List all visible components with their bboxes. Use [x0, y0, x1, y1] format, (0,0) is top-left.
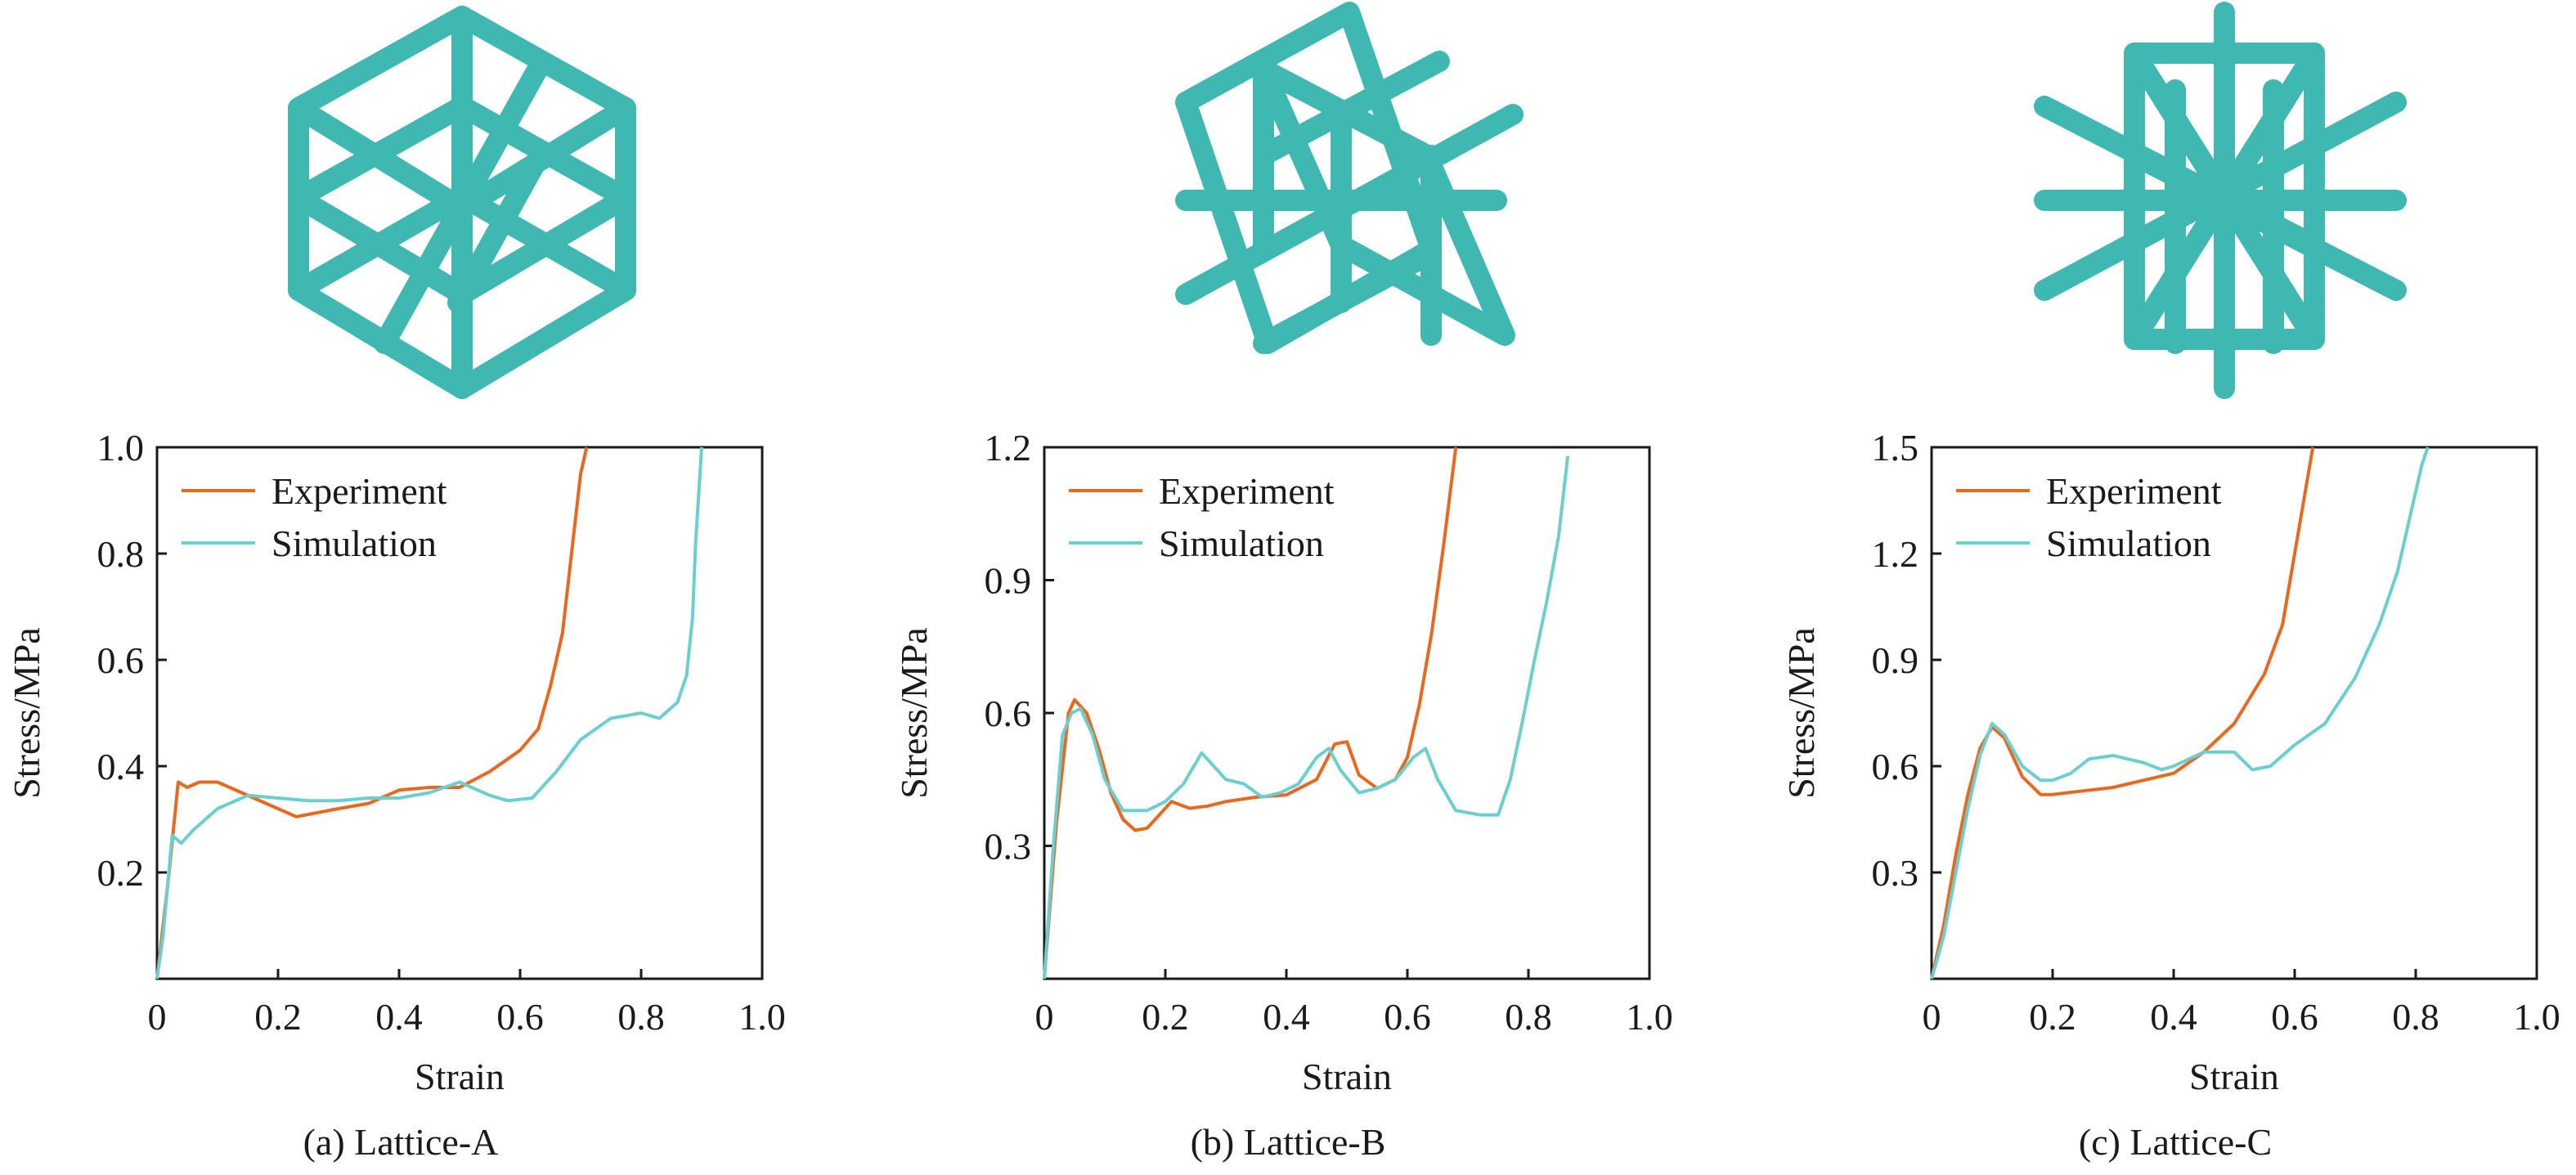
series-line-simulation — [1930, 446, 2430, 980]
x-tick-label: 0.4 — [1263, 996, 1310, 1038]
x-tick-label: 0 — [1923, 996, 1941, 1038]
chart-plot-frame — [1930, 446, 2538, 980]
x-tick-label: 0.6 — [2271, 996, 2318, 1038]
series-lines — [1043, 446, 1570, 980]
x-tick-label: 1.0 — [1626, 996, 1673, 1038]
y-axis-label: Stress/MPa — [893, 627, 935, 799]
y-tick-label: 0.2 — [97, 852, 145, 894]
y-tick-label: 0.3 — [1872, 852, 1919, 894]
x-axis-label: Strain — [2189, 1056, 2279, 1097]
x-tick-label: 0.8 — [1505, 996, 1552, 1038]
lattice-b-illustration — [1175, 2, 1524, 354]
y-axis-label: Stress/MPa — [6, 627, 47, 799]
y-axis-ticks: 0.3 0.6 0.9 1.2 1.5 — [1872, 427, 1941, 894]
x-tick-label: 0 — [148, 996, 167, 1038]
series-line-simulation — [1043, 455, 1570, 980]
x-axis-ticks: 0 0.2 0.4 0.6 0.8 1.0 — [148, 969, 786, 1038]
series-line-simulation — [155, 446, 703, 980]
y-axis-ticks: 0.3 0.6 0.9 1.2 — [985, 427, 1054, 868]
x-tick-label: 0.4 — [2150, 996, 2197, 1038]
legend-label-experiment: Experiment — [1159, 470, 1335, 512]
y-tick-label: 1.0 — [97, 427, 145, 469]
y-tick-label: 0.8 — [97, 533, 145, 575]
x-tick-label: 0.2 — [1142, 996, 1189, 1038]
lattice-c-bar-6 — [2124, 43, 2325, 350]
lattice-c-bar-4 — [2124, 145, 2407, 301]
y-tick-label: 0.3 — [985, 826, 1032, 868]
chart-panel-c: 0 0.2 0.4 0.6 0.8 1.0 0.3 0.6 0.9 1.2 1.5 Experim… — [1780, 427, 2560, 1163]
x-axis-label: Strain — [1302, 1056, 1392, 1097]
y-tick-label: 1.2 — [985, 427, 1032, 469]
x-axis-ticks: 0 0.2 0.4 0.6 0.8 1.0 — [1923, 969, 2560, 1038]
x-tick-label: 0.6 — [496, 996, 544, 1038]
y-axis-label: Stress/MPa — [1780, 627, 1822, 799]
lattice-a-illustration — [288, 6, 636, 399]
panel-caption: (b) Lattice-B — [1191, 1121, 1386, 1163]
chart-panel-a: 0 0.2 0.4 0.6 0.8 1.0 0.2 0.4 0.6 0.8 1.0 Experim… — [6, 427, 786, 1163]
lattice-a-diagonal-2 — [447, 145, 550, 313]
x-axis-label: Strain — [415, 1056, 505, 1097]
lattice-a-struts — [288, 6, 636, 399]
panel-caption: (a) Lattice-A — [303, 1121, 499, 1163]
y-tick-label: 0.6 — [1872, 746, 1919, 787]
x-tick-label: 0.6 — [1384, 996, 1431, 1038]
x-tick-label: 0.2 — [254, 996, 302, 1038]
legend-label-experiment: Experiment — [2046, 470, 2222, 512]
x-tick-label: 0.2 — [2029, 996, 2076, 1038]
y-tick-label: 0.4 — [97, 746, 145, 787]
lattice-b-bar-3 — [1253, 51, 1450, 166]
chart-panel-b: 0 0.2 0.4 0.6 0.8 1.0 0.3 0.6 0.9 1.2 Experiment… — [893, 427, 1673, 1163]
series-lines — [1930, 446, 2430, 980]
x-tick-label: 0 — [1035, 996, 1054, 1038]
x-tick-label: 1.0 — [2513, 996, 2560, 1038]
legend: Experiment Simulation — [1069, 470, 1335, 564]
lattice-c-illustration — [2034, 2, 2407, 399]
x-tick-label: 1.0 — [738, 996, 786, 1038]
lattice-b-frame-front — [1253, 59, 1515, 346]
panel-caption: (c) Lattice-C — [2079, 1121, 2272, 1163]
y-tick-label: 0.6 — [97, 639, 145, 681]
y-tick-label: 0.9 — [1872, 639, 1919, 681]
y-axis-ticks: 0.2 0.4 0.6 0.8 1.0 — [97, 427, 167, 894]
x-tick-label: 0.4 — [375, 996, 423, 1038]
x-tick-label: 0.8 — [2392, 996, 2439, 1038]
x-tick-label: 0.8 — [617, 996, 665, 1038]
series-line-experiment — [155, 446, 589, 980]
legend-label-experiment: Experiment — [272, 470, 447, 512]
x-axis-ticks: 0 0.2 0.4 0.6 0.8 1.0 — [1035, 969, 1673, 1038]
y-tick-label: 0.9 — [985, 560, 1032, 602]
legend-label-simulation: Simulation — [272, 522, 437, 564]
legend-label-simulation: Simulation — [2046, 522, 2211, 564]
y-tick-label: 1.2 — [1872, 533, 1919, 575]
series-line-experiment — [1043, 446, 1458, 980]
legend-label-simulation: Simulation — [1159, 522, 1324, 564]
series-lines — [155, 446, 703, 980]
y-tick-label: 0.6 — [985, 693, 1032, 734]
series-line-experiment — [1930, 446, 2315, 980]
legend: Experiment Simulation — [182, 470, 447, 564]
chart-plot-frame — [155, 446, 764, 980]
y-tick-label: 1.5 — [1872, 427, 1919, 469]
lattice-a-diagonal-1 — [374, 55, 550, 354]
legend: Experiment Simulation — [1956, 470, 2222, 564]
